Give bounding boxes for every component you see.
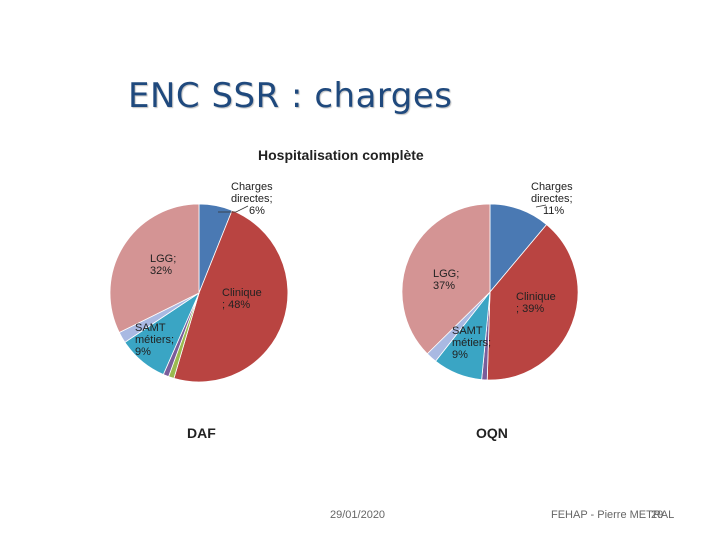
daf-label-clinique: Clinique ; 48%: [222, 287, 262, 311]
daf-leader-line: [218, 205, 249, 213]
oqn-label-charges-directes: Charges directes; 11%: [531, 181, 573, 217]
oqn-slice-clinique: [486, 224, 579, 381]
daf-label-lgg: LGG; 32%: [150, 253, 177, 277]
footer-page-number: 29: [651, 509, 664, 521]
oqn-label-clinique: Clinique ; 39%: [516, 291, 556, 315]
chart-title: Hospitalisation complète: [258, 147, 424, 163]
oqn-label-lgg: LGG; 37%: [433, 268, 460, 292]
oqn-chart-name: OQN: [476, 425, 508, 441]
daf-slice-clinique: [173, 209, 289, 383]
footer-date: 29/01/2020: [330, 509, 386, 521]
daf-label-samt: SAMT métiers; 9%: [135, 322, 175, 358]
footer-author: FEHAP - Pierre METRAL: [551, 509, 675, 521]
daf-chart-name: DAF: [187, 425, 216, 441]
oqn-pie-chart: [401, 203, 579, 381]
oqn-leader-line: [535, 204, 547, 208]
daf-slice-lgg: [109, 203, 200, 334]
daf-label-charges-directes: Charges directes; 6%: [231, 181, 273, 217]
slide-title: ENC SSR : charges: [128, 76, 453, 116]
oqn-slice-lgg: [401, 203, 491, 355]
oqn-label-samt: SAMT métiers; 9%: [452, 325, 492, 361]
daf-pie-chart: [109, 203, 289, 383]
